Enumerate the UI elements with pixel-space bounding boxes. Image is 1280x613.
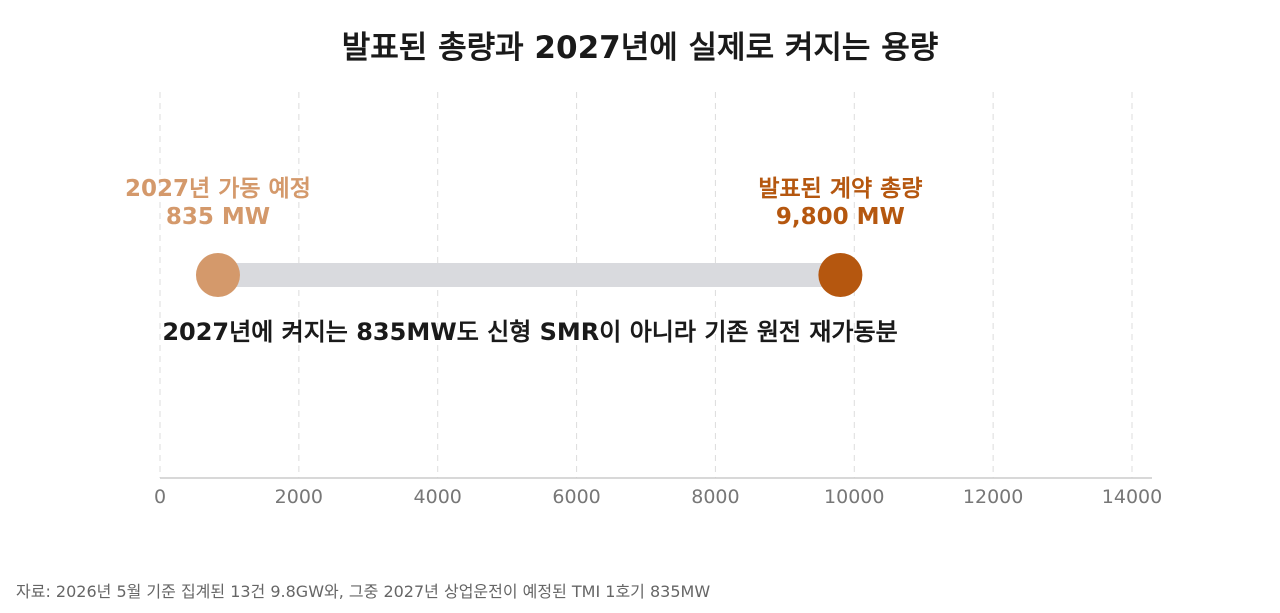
x-tick-label: 6000 xyxy=(552,486,600,508)
point-label: 2027년 가동 예정 xyxy=(125,176,311,202)
point-label: 발표된 계약 총량 xyxy=(758,176,922,202)
chart-marks xyxy=(195,253,863,297)
chart-title: 발표된 총량과 2027년에 실제로 켜지는 용량 xyxy=(341,30,939,66)
source-note: 자료: 2026년 5월 기준 집계된 13건 9.8GW와, 그중 2027년… xyxy=(16,582,711,601)
x-tick-label: 14000 xyxy=(1102,486,1162,508)
x-tick-label: 12000 xyxy=(963,486,1023,508)
x-tick-label: 4000 xyxy=(414,486,462,508)
x-tick-label: 10000 xyxy=(824,486,884,508)
point-value-label: 9,800 MW xyxy=(776,204,905,230)
point-value-label: 835 MW xyxy=(166,204,270,230)
chart-annotation: 2027년에 켜지는 835MW도 신형 SMR이 아니라 기존 원전 재가동분 xyxy=(162,318,897,346)
point-end-dot xyxy=(818,253,863,297)
point-start-dot xyxy=(195,253,240,297)
x-tick-label: 2000 xyxy=(275,486,323,508)
x-axis-ticks: 0 2000 4000 6000 8000 10000 12000 14000 xyxy=(154,486,1162,508)
x-tick-label: 8000 xyxy=(691,486,739,508)
x-tick-label: 0 xyxy=(154,486,166,508)
